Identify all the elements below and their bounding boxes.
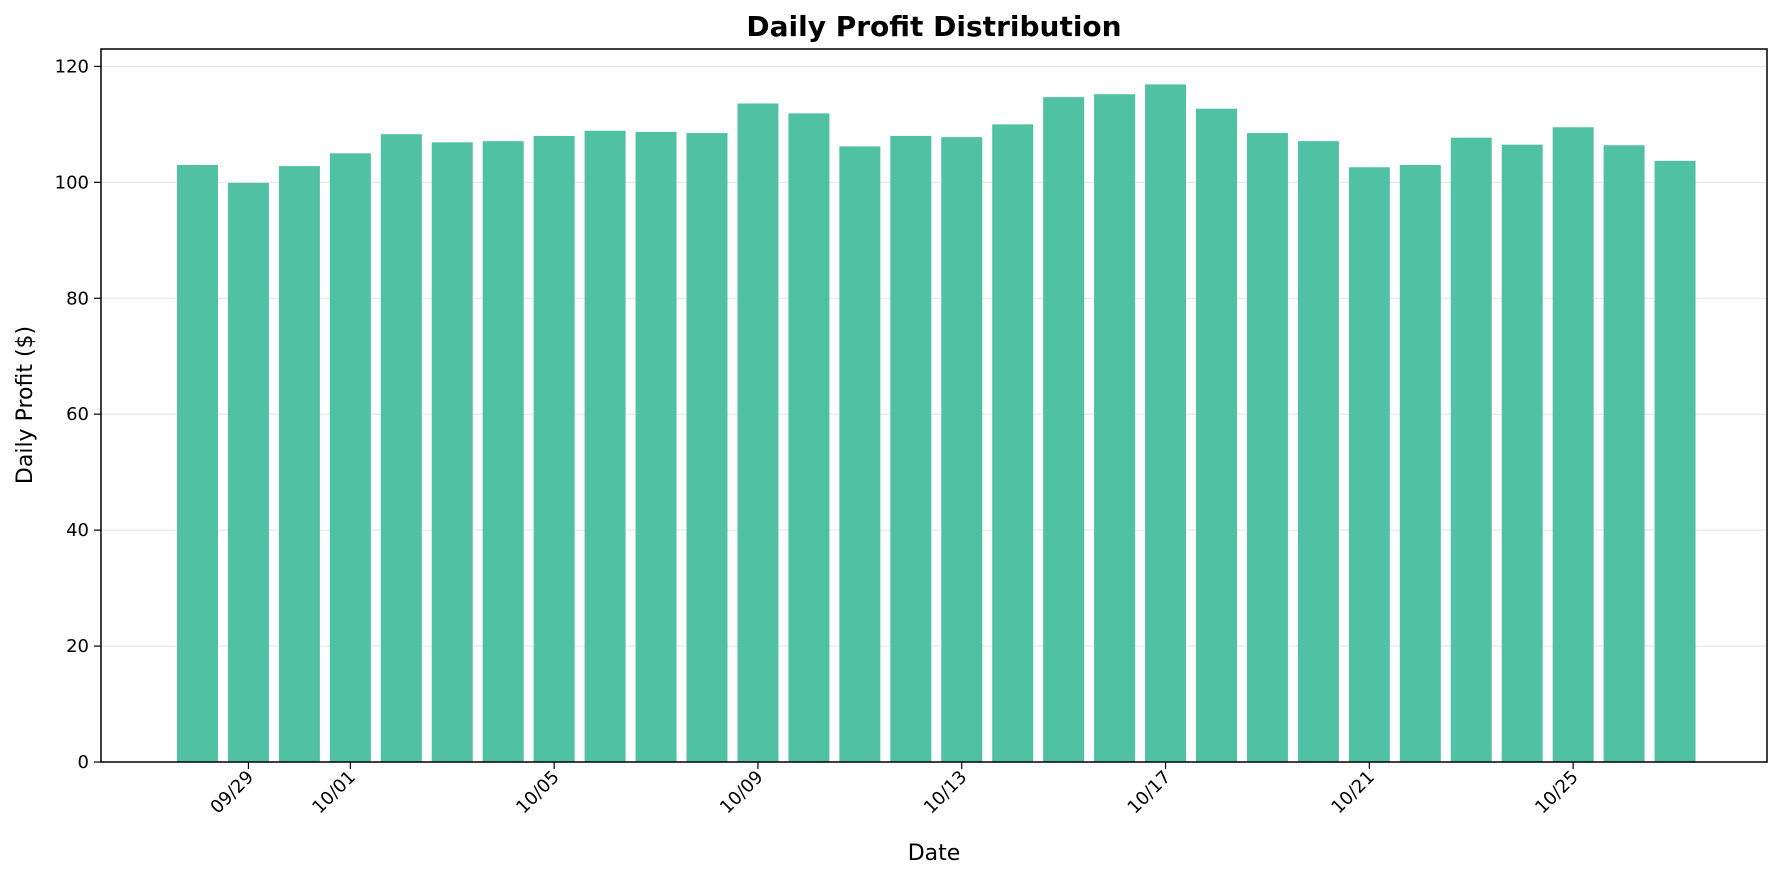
bar-10-03 [431, 142, 473, 762]
bar-10-20 [1297, 141, 1339, 763]
bar-10-05 [533, 135, 575, 762]
y-tick-label: 80 [66, 288, 89, 309]
bar-10-24 [1501, 144, 1543, 762]
bar-10-12 [890, 135, 932, 762]
bar-10-10 [788, 113, 830, 763]
bar-10-26 [1603, 145, 1645, 762]
bar-10-17 [1145, 84, 1187, 762]
x-tick-label: 10/17 [1124, 767, 1176, 819]
y-tick-label: 20 [66, 636, 89, 657]
x-axis-label: Date [908, 841, 961, 866]
x-tick-label: 10/01 [308, 767, 360, 819]
bar-09-29 [227, 182, 269, 762]
y-tick-label: 0 [78, 752, 89, 773]
bar-10-23 [1450, 137, 1492, 762]
bar-09-28 [177, 164, 218, 763]
y-tick-label: 120 [55, 56, 89, 77]
bar-10-13 [941, 137, 983, 762]
bar-10-04 [482, 141, 524, 763]
bar-10-01 [329, 153, 371, 763]
y-tick-label: 40 [66, 520, 89, 541]
bar-10-08 [686, 133, 728, 762]
y-axis-label: Daily Profit ($) [13, 326, 38, 484]
x-tick-label: 09/29 [206, 767, 258, 819]
bar-10-25 [1552, 127, 1594, 762]
bar-10-22 [1399, 164, 1441, 763]
bar-09-30 [278, 166, 320, 763]
chart-title: Daily Profit Distribution [746, 10, 1121, 43]
x-tick-label: 10/13 [920, 767, 972, 819]
bar-10-27 [1654, 160, 1696, 762]
bar-10-16 [1094, 94, 1136, 762]
x-tick-label: 10/09 [716, 767, 768, 819]
bar-10-06 [584, 130, 626, 763]
bar-10-21 [1348, 167, 1390, 762]
bar-10-02 [380, 134, 422, 763]
x-tick-label: 10/25 [1531, 767, 1583, 819]
y-gridlines [101, 65, 1767, 763]
x-tick-label: 10/21 [1327, 767, 1379, 819]
y-axis-ticks: 0 20 40 60 80 100 120 [55, 56, 101, 773]
plot-frame [100, 48, 1768, 763]
y-tick-label: 60 [66, 404, 89, 425]
x-axis-ticks: 09/29 10/01 10/05 10/09 10/13 10/17 10/21 10/25 [206, 762, 1583, 819]
bar-10-19 [1246, 133, 1288, 762]
bar-10-15 [1043, 97, 1085, 762]
bar-10-18 [1196, 108, 1237, 763]
bar-10-11 [839, 146, 881, 762]
bar-10-07 [635, 131, 677, 762]
x-tick-label: 10/05 [512, 767, 564, 819]
bar-10-09 [737, 103, 779, 762]
bars [177, 84, 1696, 763]
y-tick-label: 100 [55, 172, 89, 193]
bar-10-14 [992, 124, 1034, 762]
